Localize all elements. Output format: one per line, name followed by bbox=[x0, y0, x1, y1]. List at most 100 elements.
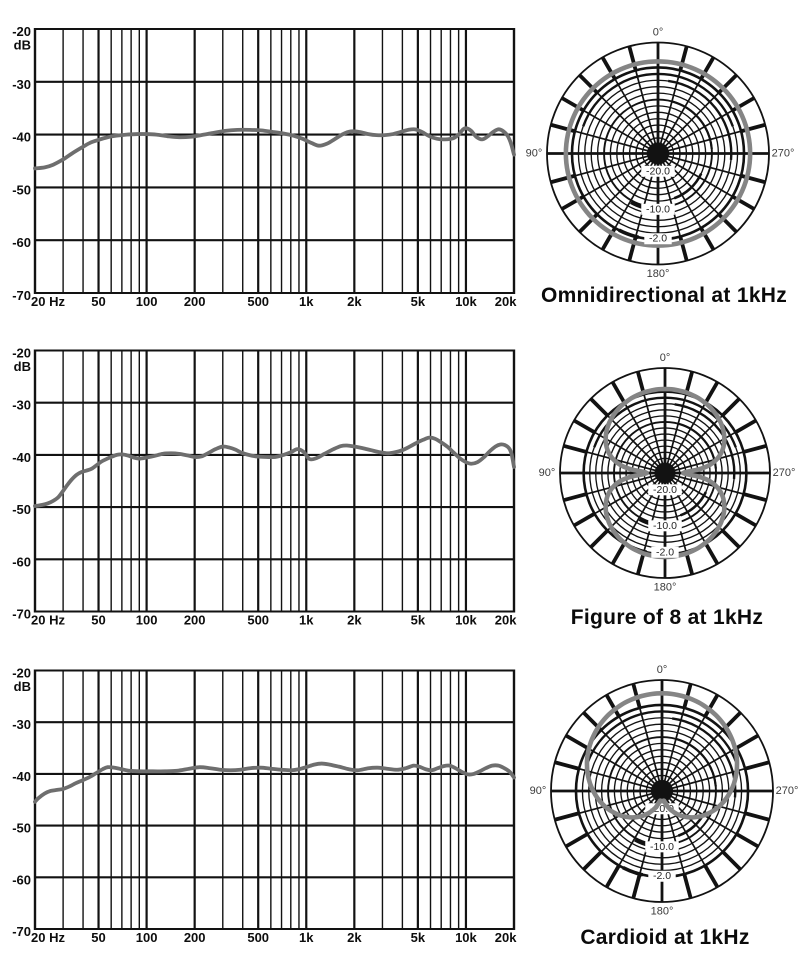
polar-spoke-outer-tick bbox=[554, 811, 580, 822]
polar-spoke bbox=[600, 729, 663, 792]
polar-spoke bbox=[664, 472, 744, 495]
polar-plot-omnidirectional: -20.0 -10.0 -2.0 0° 90° 270° 180° bbox=[526, 27, 795, 281]
x-tick-label: 50 bbox=[91, 294, 105, 309]
ring-label-backing bbox=[651, 546, 679, 558]
polar-spoke bbox=[638, 707, 663, 792]
polar-ring-accent bbox=[679, 491, 707, 517]
polar-spoke-outer-tick bbox=[554, 760, 580, 771]
x-tick-label: 10k bbox=[455, 613, 477, 628]
polar-pattern-curve bbox=[563, 59, 753, 248]
response-curve bbox=[33, 435, 516, 508]
x-tick-label: 20k bbox=[495, 613, 517, 628]
horizontal-gridlines bbox=[35, 669, 514, 931]
y-tick-label: -30 bbox=[12, 77, 31, 92]
polar-spoke-outer-tick bbox=[682, 873, 693, 899]
polar-hub bbox=[646, 142, 670, 165]
polar-spoke-outer-tick bbox=[743, 443, 767, 454]
polar-hub bbox=[650, 779, 674, 803]
vertical-gridlines bbox=[62, 350, 468, 612]
polar-angle-label: 270° bbox=[772, 148, 795, 160]
polar-spoke-outer-tick bbox=[744, 760, 770, 771]
x-tick-label: 2k bbox=[347, 930, 362, 945]
x-tick-label: 200 bbox=[184, 294, 206, 309]
x-tick-label: 10k bbox=[455, 930, 477, 945]
x-tick-label: 20 Hz bbox=[31, 294, 65, 309]
polar-spoke bbox=[664, 451, 744, 474]
x-tick-label: 20k bbox=[495, 930, 517, 945]
polar-spoke-outer-tick bbox=[563, 443, 587, 454]
y-tick-label: -30 bbox=[12, 717, 31, 732]
polar-hub bbox=[654, 462, 676, 484]
y-tick-label: -40 bbox=[12, 769, 31, 784]
polar-plot-cardioid: -20.0-10.0-2.00°90° 270°180° bbox=[530, 664, 799, 918]
polar-spoke-outer-tick bbox=[604, 693, 621, 718]
vertical-gridlines bbox=[62, 670, 468, 929]
polar-spoke bbox=[643, 394, 666, 474]
polar-angle-label: 0° bbox=[657, 664, 668, 676]
ring-label-backing bbox=[648, 520, 682, 532]
polar-ring-label: -10.0 bbox=[653, 520, 677, 532]
polar-spoke-outer-tick bbox=[589, 529, 609, 549]
x-tick-label: 500 bbox=[247, 930, 269, 945]
polar-spoke-outer-tick bbox=[734, 512, 757, 528]
y-tick-label: -60 bbox=[12, 554, 31, 569]
polar-spoke-outer-tick bbox=[735, 733, 760, 750]
polar-spoke bbox=[586, 472, 666, 495]
y-tick-label: -20 bbox=[12, 666, 31, 681]
x-tick-label: 100 bbox=[136, 613, 158, 628]
polar-spoke-outer-tick bbox=[582, 850, 603, 871]
polar-ring-labels: -10.0 -2.0 bbox=[645, 841, 679, 882]
polar-spoke-outer-tick bbox=[564, 733, 589, 750]
y-tick-label: -70 bbox=[12, 924, 31, 939]
polar-spoke-outer-tick bbox=[589, 397, 609, 417]
x-tick-label: 5k bbox=[411, 613, 426, 628]
polar-spoke-outer-tick bbox=[610, 381, 626, 404]
y-tick-label: -60 bbox=[12, 872, 31, 887]
horizontal-gridlines bbox=[35, 349, 514, 613]
polar-spoke bbox=[657, 78, 702, 154]
polar-spoke bbox=[578, 767, 663, 792]
ring-label-backing bbox=[648, 870, 676, 882]
polar-spoke-outer-tick bbox=[735, 832, 760, 849]
x-tick-label: 100 bbox=[136, 294, 158, 309]
y-tick-label: -20 bbox=[12, 24, 31, 39]
polar-spoke bbox=[661, 767, 746, 792]
x-tick-label: 20k bbox=[495, 294, 517, 309]
polar-spoke-outer-tick bbox=[721, 529, 741, 549]
polar-angle-label: 0° bbox=[653, 27, 664, 39]
x-tick-label: 5k bbox=[411, 930, 426, 945]
polar-spoke bbox=[600, 790, 663, 853]
polar-ring-labels: -10.0 -2.0 bbox=[641, 203, 675, 245]
polar-spoke-outer-tick bbox=[563, 492, 587, 503]
polar-ring-label: -20.0 bbox=[653, 484, 677, 496]
polar-spoke-outer-tick bbox=[734, 418, 757, 434]
polar-spoke-outer-tick bbox=[721, 397, 741, 417]
polar-spoke bbox=[661, 790, 746, 815]
x-tick-label: 100 bbox=[136, 930, 158, 945]
x-tick-label: 20 Hz bbox=[31, 930, 65, 945]
y-axis-unit-label: dB bbox=[14, 359, 31, 374]
polar-ring-accent bbox=[675, 737, 717, 787]
polar-angle-label: 270° bbox=[773, 467, 796, 479]
polar-spoke bbox=[661, 707, 686, 792]
x-tick-label: 1k bbox=[299, 930, 314, 945]
polar-spoke bbox=[664, 414, 724, 474]
polar-spoke bbox=[618, 716, 663, 792]
x-tick-label: 1k bbox=[299, 294, 314, 309]
ring-label-backing bbox=[648, 484, 682, 496]
polar-spoke-outer-tick bbox=[573, 418, 596, 434]
polar-spoke bbox=[657, 152, 720, 215]
polar-spoke bbox=[661, 716, 706, 792]
polar-angle-label: 180° bbox=[654, 582, 677, 594]
polar-spoke bbox=[664, 394, 687, 474]
polar-spoke bbox=[606, 414, 666, 474]
polar-spoke bbox=[664, 402, 707, 474]
polar-spoke bbox=[583, 152, 659, 198]
x-tick-label: 1k bbox=[299, 613, 314, 628]
ring-label-backing bbox=[645, 803, 679, 815]
horizontal-gridlines bbox=[35, 27, 514, 295]
